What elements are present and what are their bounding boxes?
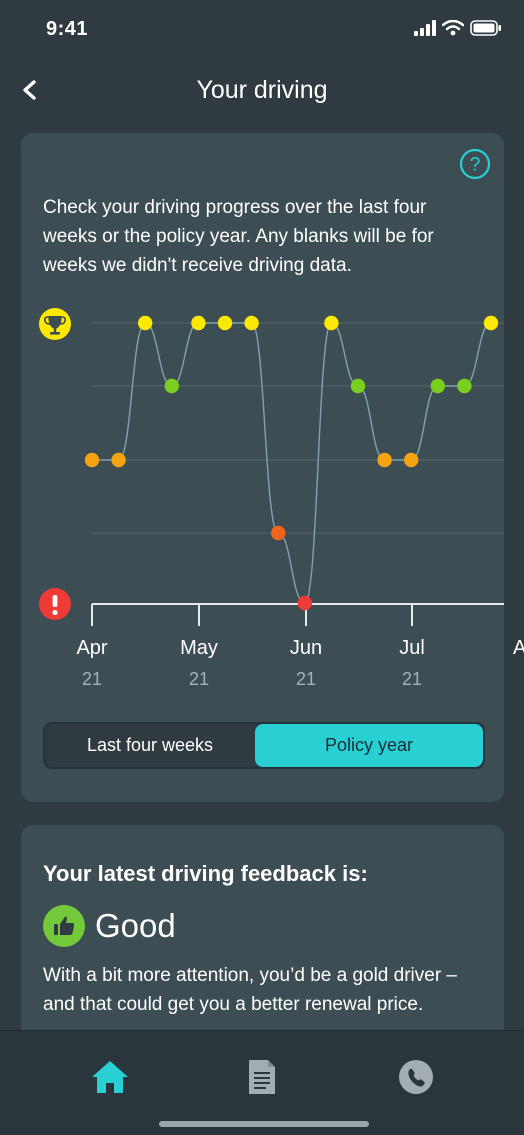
feedback-card: Your latest driving feedback is: Good Wi…	[21, 825, 504, 1055]
feedback-rating: Good	[95, 907, 176, 944]
page-title: Your driving	[196, 76, 328, 104]
trophy-icon	[39, 308, 71, 340]
status-bar: 9:41	[0, 0, 524, 60]
x-tick-label: Apr	[76, 637, 108, 659]
policy-year-tab[interactable]: Policy year	[255, 724, 483, 767]
x-tick-year: 21	[188, 669, 210, 689]
battery-icon	[470, 20, 501, 36]
document-icon	[249, 1060, 275, 1094]
data-point	[324, 315, 339, 331]
x-tick-year: 21	[81, 669, 103, 689]
question-mark-icon: ?	[459, 148, 491, 180]
driving-progress-card: ? Check your driving progress over the l…	[21, 133, 524, 802]
data-point	[84, 452, 100, 468]
rating-badge	[43, 905, 85, 947]
x-tick-year: 21	[401, 669, 423, 689]
data-point	[404, 452, 419, 468]
signal-icon	[414, 20, 436, 36]
period-toggle[interactable]: Last four weeks Policy year	[43, 722, 485, 769]
phone-icon	[399, 1060, 433, 1094]
home-icon	[92, 1061, 128, 1093]
data-point	[377, 452, 392, 468]
last-four-weeks-tab[interactable]: Last four weeks	[86, 735, 214, 755]
tab-documents[interactable]	[238, 1057, 286, 1097]
tab-bar	[0, 1030, 524, 1135]
data-point	[138, 315, 153, 331]
data-point	[457, 378, 472, 394]
x-tick-label: A	[513, 637, 524, 659]
tab-home[interactable]	[86, 1057, 134, 1097]
chevron-left-icon	[23, 80, 36, 100]
tab-contact[interactable]	[392, 1057, 440, 1097]
wifi-icon	[442, 20, 464, 36]
back-button[interactable]	[14, 74, 46, 106]
data-point	[350, 378, 366, 394]
x-tick-label: May	[180, 637, 218, 659]
driving-score-chart	[39, 308, 504, 626]
help-button[interactable]: ?	[459, 148, 491, 180]
feedback-message: With a bit more attention, you’d be a go…	[43, 965, 458, 1015]
data-point	[164, 378, 179, 394]
x-tick-year: 21	[295, 669, 317, 689]
data-point	[297, 595, 312, 611]
data-point	[483, 315, 499, 331]
feedback-title: Your latest driving feedback is:	[43, 861, 368, 886]
warning-icon	[39, 588, 71, 620]
series-line	[92, 322, 492, 604]
progress-description: Check your driving progress over the las…	[43, 197, 434, 276]
thumbs-up-icon	[54, 916, 75, 935]
data-point	[430, 378, 445, 394]
data-point	[217, 315, 233, 331]
svg-text:?: ?	[470, 155, 481, 176]
data-point	[271, 525, 286, 541]
nav-header: Your driving	[0, 62, 524, 118]
data-point	[111, 452, 126, 468]
data-point	[244, 315, 259, 331]
data-point	[191, 315, 206, 331]
home-indicator	[159, 1121, 369, 1127]
x-tick-label: Jul	[399, 637, 425, 659]
status-time: 9:41	[46, 18, 89, 40]
x-tick-label: Jun	[289, 637, 323, 659]
